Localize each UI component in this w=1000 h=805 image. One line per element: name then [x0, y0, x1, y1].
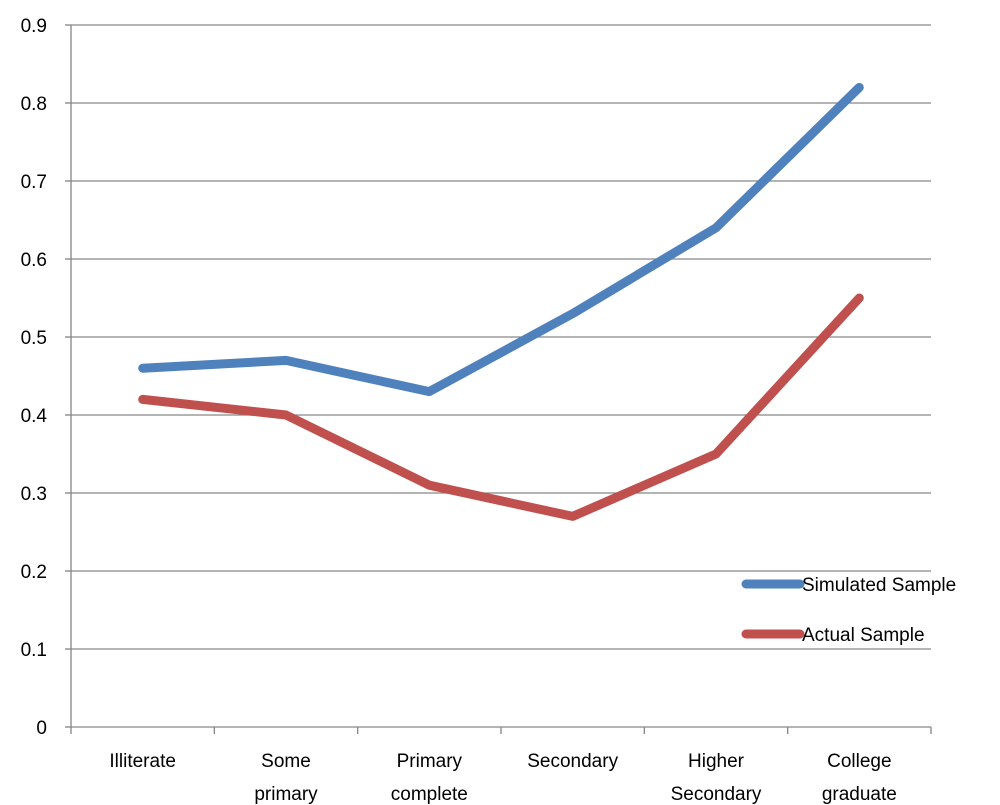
- x-tick-label: Some primary: [254, 751, 318, 805]
- y-tick-label: 0.7: [21, 172, 47, 193]
- x-tick-labels: Illiterate Some primary Primary complete Seco…: [109, 751, 896, 805]
- legend: Simulated Sample Actual Sample: [741, 575, 956, 646]
- x-tick-label-line: Some: [261, 751, 311, 772]
- y-tick-label: 0.8: [21, 94, 47, 115]
- series-line-simulated: [138, 82, 864, 397]
- y-tick-labels: 0 0.1 0.2 0.3 0.4 0.5 0.6 0.7 0.8 0.9: [21, 16, 48, 739]
- legend-label: Actual Sample: [802, 625, 925, 646]
- x-tick-label-line: complete: [391, 784, 468, 805]
- x-tick-label-line: Primary: [397, 751, 463, 772]
- x-tick-label-line: primary: [254, 784, 318, 805]
- axes: [65, 24, 932, 734]
- y-tick-label: 0.4: [21, 406, 48, 427]
- x-tick-label-line: College: [827, 751, 891, 772]
- x-tick-label-line: Illiterate: [109, 751, 176, 772]
- gridlines: [71, 24, 931, 650]
- y-tick-label: 0.6: [21, 250, 47, 271]
- x-tick-label-line: Secondary: [527, 751, 618, 772]
- x-tick-label: Primary complete: [391, 751, 468, 805]
- x-tick-label-line: Higher: [688, 751, 745, 772]
- y-tick-label: 0: [36, 718, 47, 739]
- y-tick-label: 0.2: [21, 562, 47, 583]
- series-lines: [138, 82, 864, 521]
- x-tick-label-line: graduate: [822, 784, 897, 805]
- x-tick-label: Higher Secondary: [671, 751, 762, 805]
- x-tick-label: Secondary: [527, 751, 618, 772]
- y-tick-label: 0.9: [21, 16, 47, 37]
- series-line-actual: [138, 293, 864, 521]
- x-tick-label: Illiterate: [109, 751, 176, 772]
- legend-label: Simulated Sample: [802, 575, 956, 596]
- y-tick-label: 0.1: [21, 640, 47, 661]
- y-tick-label: 0.5: [21, 328, 47, 349]
- x-tick-label: College graduate: [822, 751, 897, 805]
- y-tick-label: 0.3: [21, 484, 47, 505]
- x-tick-label-line: Secondary: [671, 784, 762, 805]
